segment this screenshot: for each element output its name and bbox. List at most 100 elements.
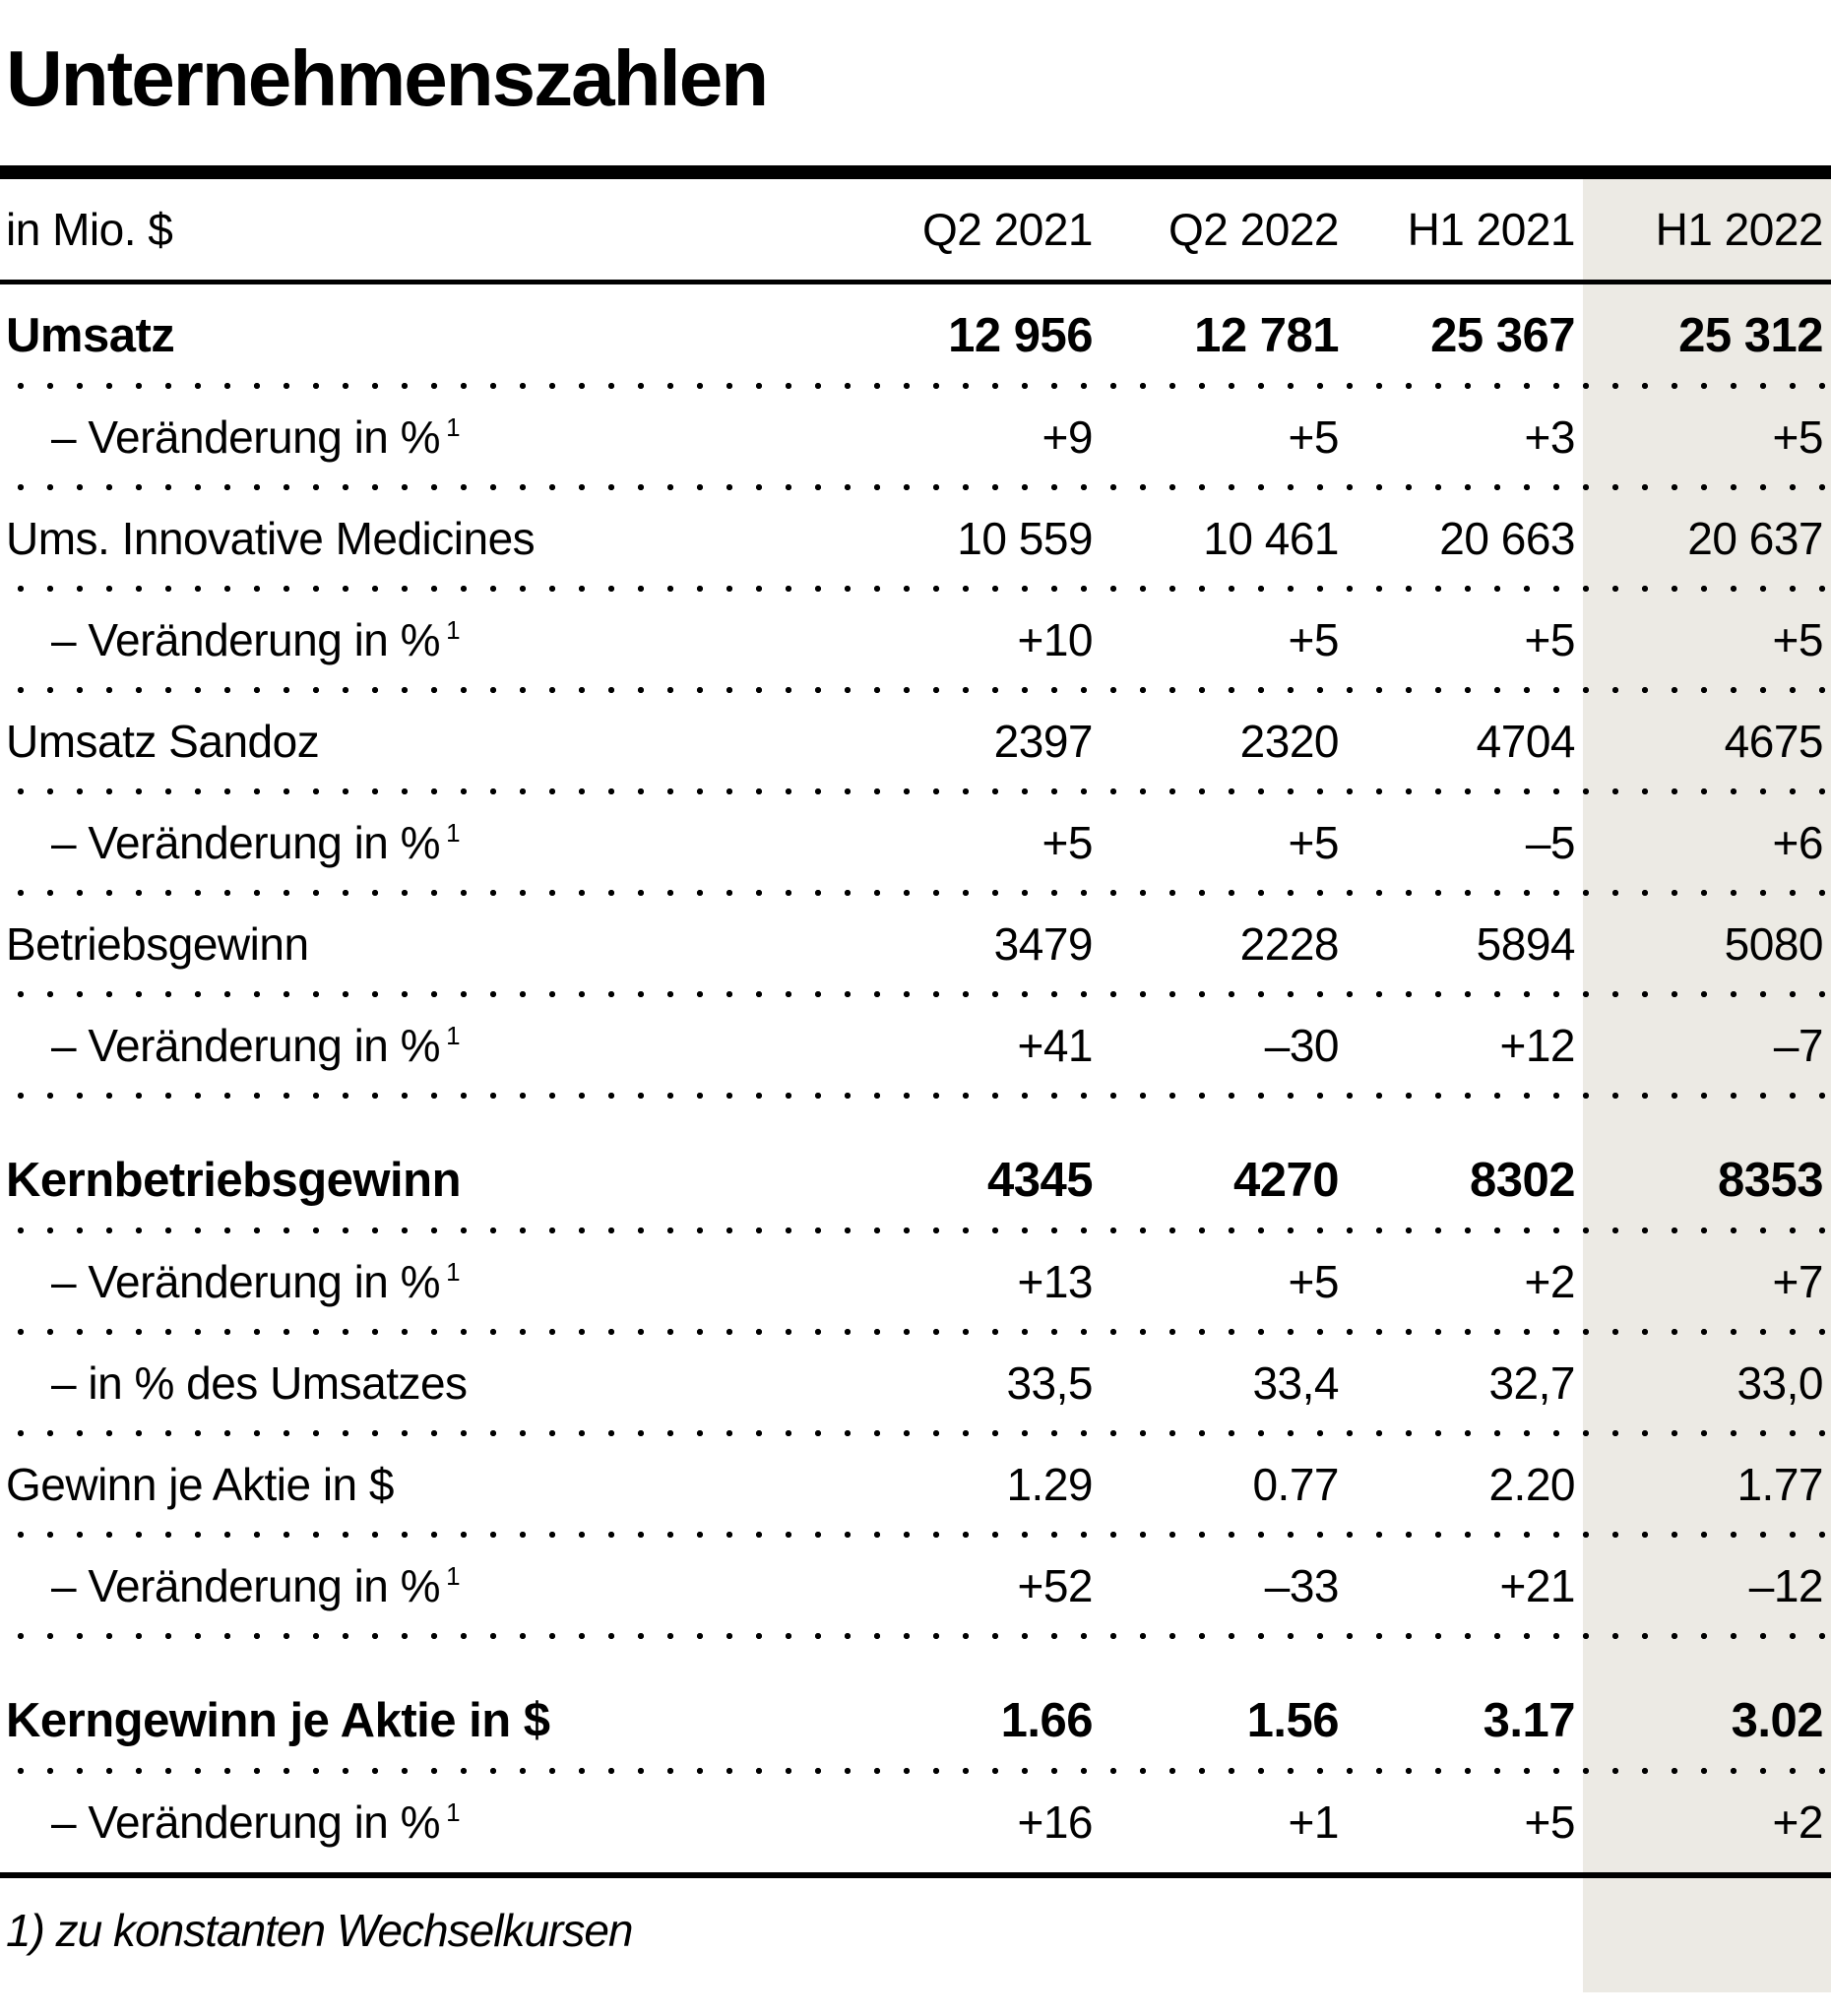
footnote-ref: 1 xyxy=(446,1257,461,1288)
value-h1-2022: +5 xyxy=(1772,410,1824,463)
table-row: Kernbetriebsgewinn 4345 4270 8302 8353 xyxy=(0,1129,1831,1234)
value-q2-2021: +13 xyxy=(1017,1255,1093,1307)
value-q2-2021: +52 xyxy=(1017,1559,1093,1611)
value-h1-2022: +2 xyxy=(1772,1796,1824,1848)
value-h1-2021: 4704 xyxy=(1476,715,1576,767)
row-label: – in % des Umsatzes xyxy=(51,1356,468,1409)
column-header-q2-2022: Q2 2022 xyxy=(1168,204,1339,255)
footnote-ref: 1 xyxy=(446,412,461,443)
value-h1-2022: 5080 xyxy=(1724,917,1824,970)
value-q2-2021: +10 xyxy=(1017,613,1093,665)
value-h1-2021: +5 xyxy=(1524,613,1576,665)
footnote-ref: 1 xyxy=(446,818,461,849)
value-q2-2021: 4345 xyxy=(986,1153,1094,1207)
value-h1-2021: 20 663 xyxy=(1439,512,1575,564)
table-row: – Veränderung in % 1 +52 –33 +21 –12 xyxy=(0,1535,1831,1640)
row-label: Ums. Innovative Medicines xyxy=(6,512,536,564)
value-h1-2022: +5 xyxy=(1772,613,1824,665)
value-h1-2021: –5 xyxy=(1525,816,1576,868)
value-q2-2022: +1 xyxy=(1288,1796,1340,1848)
value-q2-2021: 1.29 xyxy=(1006,1458,1093,1510)
title-rule xyxy=(0,165,1831,179)
value-h1-2022: 33,0 xyxy=(1736,1356,1823,1409)
column-header-h1-2021: H1 2021 xyxy=(1407,204,1576,255)
value-q2-2022: +5 xyxy=(1288,1255,1340,1307)
value-h1-2022: 20 637 xyxy=(1687,512,1823,564)
value-q2-2021: +16 xyxy=(1017,1796,1093,1848)
column-header-q2-2021: Q2 2021 xyxy=(922,204,1093,255)
value-h1-2022: +7 xyxy=(1772,1255,1824,1307)
value-h1-2022: 1.77 xyxy=(1736,1458,1823,1510)
table-row: – Veränderung in % 1 +5 +5 –5 +6 xyxy=(0,791,1831,897)
value-q2-2022: 2320 xyxy=(1239,715,1340,767)
row-label: Betriebsgewinn xyxy=(6,917,309,970)
row-label: – Veränderung in % 1 xyxy=(51,1796,461,1848)
row-label: – Veränderung in % 1 xyxy=(51,613,461,665)
bottom-rule xyxy=(0,1872,1831,1878)
row-label: Kerngewinn je Aktie in $ xyxy=(6,1693,550,1747)
value-q2-2022: +5 xyxy=(1288,410,1340,463)
value-h1-2021: +2 xyxy=(1524,1255,1576,1307)
footnote-ref: 1 xyxy=(446,1021,461,1051)
table-row: Betriebsgewinn 3479 2228 5894 5080 xyxy=(0,893,1831,998)
value-q2-2022: –33 xyxy=(1264,1559,1340,1611)
value-q2-2022: –30 xyxy=(1264,1019,1340,1071)
value-q2-2021: 10 559 xyxy=(957,512,1093,564)
table-row: Ums. Innovative Medicines 10 559 10 461 … xyxy=(0,487,1831,593)
row-label: Umsatz xyxy=(6,308,175,362)
value-q2-2022: 12 781 xyxy=(1194,308,1339,362)
table-row: – Veränderung in % 1 +10 +5 +5 +5 xyxy=(0,589,1831,694)
h1-2022-highlight-band xyxy=(1583,179,1831,1992)
value-h1-2021: +5 xyxy=(1524,1796,1576,1848)
value-h1-2022: 8353 xyxy=(1717,1153,1824,1207)
value-q2-2021: 1.66 xyxy=(1000,1693,1094,1747)
row-label: Umsatz Sandoz xyxy=(6,715,320,767)
value-q2-2021: 3479 xyxy=(993,917,1094,970)
value-q2-2022: +5 xyxy=(1288,613,1340,665)
value-h1-2021: 2.20 xyxy=(1488,1458,1575,1510)
row-label: – Veränderung in % 1 xyxy=(51,1019,461,1071)
value-q2-2022: 0.77 xyxy=(1252,1458,1339,1510)
row-label: Kernbetriebsgewinn xyxy=(6,1153,462,1207)
footnote-ref: 1 xyxy=(446,1561,461,1592)
table-row: – Veränderung in % 1 +16 +1 +5 +2 xyxy=(0,1771,1831,1872)
value-h1-2021: +21 xyxy=(1499,1559,1575,1611)
value-q2-2021: +9 xyxy=(1042,410,1094,463)
value-q2-2021: +5 xyxy=(1042,816,1094,868)
table-row: – Veränderung in % 1 +41 –30 +12 –7 xyxy=(0,994,1831,1100)
value-h1-2021: 3.17 xyxy=(1483,1693,1576,1747)
value-h1-2021: 25 367 xyxy=(1430,308,1575,362)
value-h1-2022: 3.02 xyxy=(1731,1693,1824,1747)
value-h1-2021: +12 xyxy=(1499,1019,1575,1071)
unit-label: in Mio. $ xyxy=(6,204,173,255)
page-title: Unternehmenszahlen xyxy=(6,34,769,122)
table-row: Kerngewinn je Aktie in $ 1.66 1.56 3.17 … xyxy=(0,1670,1831,1775)
value-q2-2021: 33,5 xyxy=(1006,1356,1093,1409)
value-q2-2022: 33,4 xyxy=(1252,1356,1339,1409)
header-rule xyxy=(0,280,1831,284)
table-header-row: in Mio. $ Q2 2021 Q2 2022 H1 2021 H1 202… xyxy=(0,179,1831,280)
value-q2-2022: 2228 xyxy=(1239,917,1340,970)
value-q2-2021: 2397 xyxy=(993,715,1094,767)
value-h1-2022: +6 xyxy=(1772,816,1824,868)
value-h1-2021: 32,7 xyxy=(1488,1356,1575,1409)
value-q2-2022: 10 461 xyxy=(1203,512,1339,564)
value-h1-2022: 4675 xyxy=(1724,715,1824,767)
row-label: Gewinn je Aktie in $ xyxy=(6,1458,395,1510)
table-body: Umsatz 12 956 12 781 25 367 25 312 – Ver… xyxy=(0,284,1831,1872)
column-header-h1-2022: H1 2022 xyxy=(1655,204,1824,255)
value-h1-2022: –7 xyxy=(1773,1019,1824,1071)
table-row: Umsatz 12 956 12 781 25 367 25 312 xyxy=(0,284,1831,390)
table-row: – Veränderung in % 1 +13 +5 +2 +7 xyxy=(0,1230,1831,1336)
footnote-ref: 1 xyxy=(446,1797,461,1828)
row-label: – Veränderung in % 1 xyxy=(51,1559,461,1611)
value-h1-2022: –12 xyxy=(1748,1559,1824,1611)
table-row: Umsatz Sandoz 2397 2320 4704 4675 xyxy=(0,690,1831,795)
value-h1-2022: 25 312 xyxy=(1678,308,1823,362)
footnote-ref: 1 xyxy=(446,615,461,646)
row-label: – Veränderung in % 1 xyxy=(51,816,461,868)
table-row: Gewinn je Aktie in $ 1.29 0.77 2.20 1.77 xyxy=(0,1433,1831,1539)
footnote: 1) zu konstanten Wechselkursen xyxy=(6,1905,634,1956)
table-row: – Veränderung in % 1 +9 +5 +3 +5 xyxy=(0,386,1831,491)
